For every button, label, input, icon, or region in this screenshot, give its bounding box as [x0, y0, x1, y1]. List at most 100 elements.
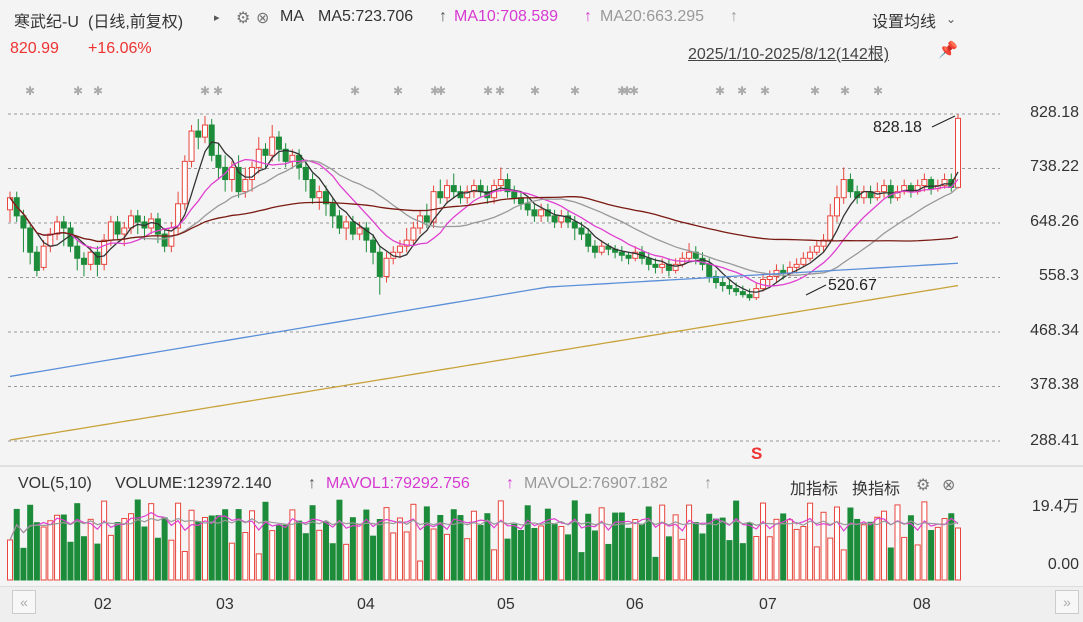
vol-label[interactable]: VOL(5,10)	[18, 475, 92, 492]
pin-icon[interactable]: 📌	[938, 42, 958, 59]
candle-body	[396, 245, 403, 253]
mavol2-value: MAVOL2:76907.182	[524, 475, 668, 492]
volume-bar	[484, 513, 491, 581]
mavol2-arrow-icon: ↑	[704, 475, 712, 492]
candle-body	[571, 221, 578, 229]
candle-body	[672, 263, 679, 271]
volume-gear-icon[interactable]: ⚙	[916, 477, 931, 494]
event-marker-icon: ✱	[73, 84, 83, 98]
candle-body	[511, 191, 518, 199]
volume-bar	[222, 509, 229, 581]
volume-bar	[80, 536, 87, 581]
volume-bar	[921, 501, 928, 581]
volume-bar	[934, 526, 941, 581]
volume-bar	[13, 508, 20, 581]
stock-name[interactable]: 寒武纪-U	[14, 14, 79, 31]
y-tick-6: 378.38	[1030, 376, 1079, 393]
candle-body	[309, 179, 316, 199]
volume-bar	[370, 535, 377, 581]
chart-header: 寒武纪-U (日线,前复权) ▸ ⚙ ⊗ MA MA5:723.706 ↑ MA…	[0, 0, 1083, 34]
candle-body	[921, 179, 928, 187]
volume-bar	[766, 536, 773, 581]
volume-bar	[760, 502, 767, 581]
x-tick-08: 08	[913, 596, 931, 613]
event-marker-icon: ✱	[570, 84, 580, 98]
volume-zero-label: 0.00	[1047, 556, 1079, 573]
candle-body	[74, 245, 81, 259]
candle-body	[128, 215, 135, 229]
event-marker-icon: ✱	[200, 84, 210, 98]
candle-body	[181, 160, 188, 205]
gear-icon[interactable]: ⚙	[236, 10, 251, 27]
volume-bar	[867, 521, 874, 581]
candle-body	[161, 233, 168, 247]
volume-bar	[101, 500, 108, 581]
volume-bar	[726, 540, 733, 581]
x-tick-03: 03	[216, 596, 234, 613]
volume-bar	[343, 543, 350, 581]
volume-bar	[269, 530, 276, 581]
volume-bar	[302, 533, 309, 581]
volume-bar	[585, 513, 592, 581]
volume-bar	[894, 504, 901, 581]
volume-close-icon[interactable]: ⊗	[942, 477, 956, 494]
period-dropdown-icon[interactable]: ▸	[214, 12, 220, 24]
candle-body	[625, 254, 632, 259]
event-marker-icon: ✱	[93, 84, 103, 98]
volume-bar	[565, 534, 572, 581]
ma20-arrow-icon: ↑	[730, 8, 738, 25]
candle-body	[403, 239, 410, 247]
low-arrow	[805, 284, 827, 296]
candle-body	[887, 185, 894, 199]
dividend-marker-icon[interactable]: S	[751, 444, 763, 463]
scroll-right-button[interactable]: »	[1055, 590, 1079, 614]
volume-bar	[390, 532, 397, 581]
volume-max-label: 19.4万	[1031, 498, 1079, 515]
add-indicator-button[interactable]: 加指标	[790, 481, 839, 498]
volume-bar	[598, 507, 605, 581]
date-range[interactable]: 2025/1/10-2025/8/12(142根)	[688, 46, 890, 63]
volume-bar	[591, 530, 598, 581]
volume-bar	[538, 525, 545, 581]
candle-body	[195, 130, 202, 138]
candle-body	[941, 179, 948, 187]
x-tick-04: 04	[357, 596, 375, 613]
candle-body	[955, 117, 961, 188]
candle-body	[430, 191, 437, 223]
volume-bar	[417, 560, 424, 581]
candle-body	[645, 257, 652, 265]
event-marker-icon: ✱	[810, 84, 820, 98]
ma-settings-button[interactable]: 设置均线	[872, 14, 937, 31]
mavol1-line	[9, 511, 959, 541]
close-icon[interactable]: ⊗	[256, 10, 270, 27]
period-label[interactable]: (日线,前复权)	[88, 14, 184, 31]
volume-bar	[249, 510, 256, 581]
volume-bar	[860, 524, 867, 581]
high-arrow	[931, 115, 956, 128]
candle-body	[766, 275, 773, 280]
switch-indicator-button[interactable]: 换指标	[852, 481, 901, 498]
volume-bar	[497, 500, 504, 581]
volume-bar	[719, 517, 726, 581]
volume-bar	[652, 556, 659, 581]
volume-bar	[423, 506, 430, 581]
volume-bar	[396, 517, 403, 581]
chevron-down-icon[interactable]: ⌄	[946, 12, 957, 26]
scroll-left-button[interactable]: «	[12, 590, 36, 614]
candle-body	[659, 263, 666, 268]
candle-body	[928, 179, 935, 190]
candle-body	[363, 227, 370, 241]
candle-body	[800, 257, 807, 265]
candle-body	[329, 203, 336, 217]
volume-bar	[94, 543, 101, 581]
candle-body	[349, 221, 356, 235]
volume-bar	[504, 538, 511, 581]
candle-body	[94, 251, 101, 265]
candle-body	[726, 285, 733, 290]
candle-body	[262, 148, 269, 156]
volume-bar	[215, 515, 222, 581]
volume-bar	[235, 509, 242, 581]
candle-body	[54, 221, 61, 235]
volume-bar	[188, 509, 195, 581]
